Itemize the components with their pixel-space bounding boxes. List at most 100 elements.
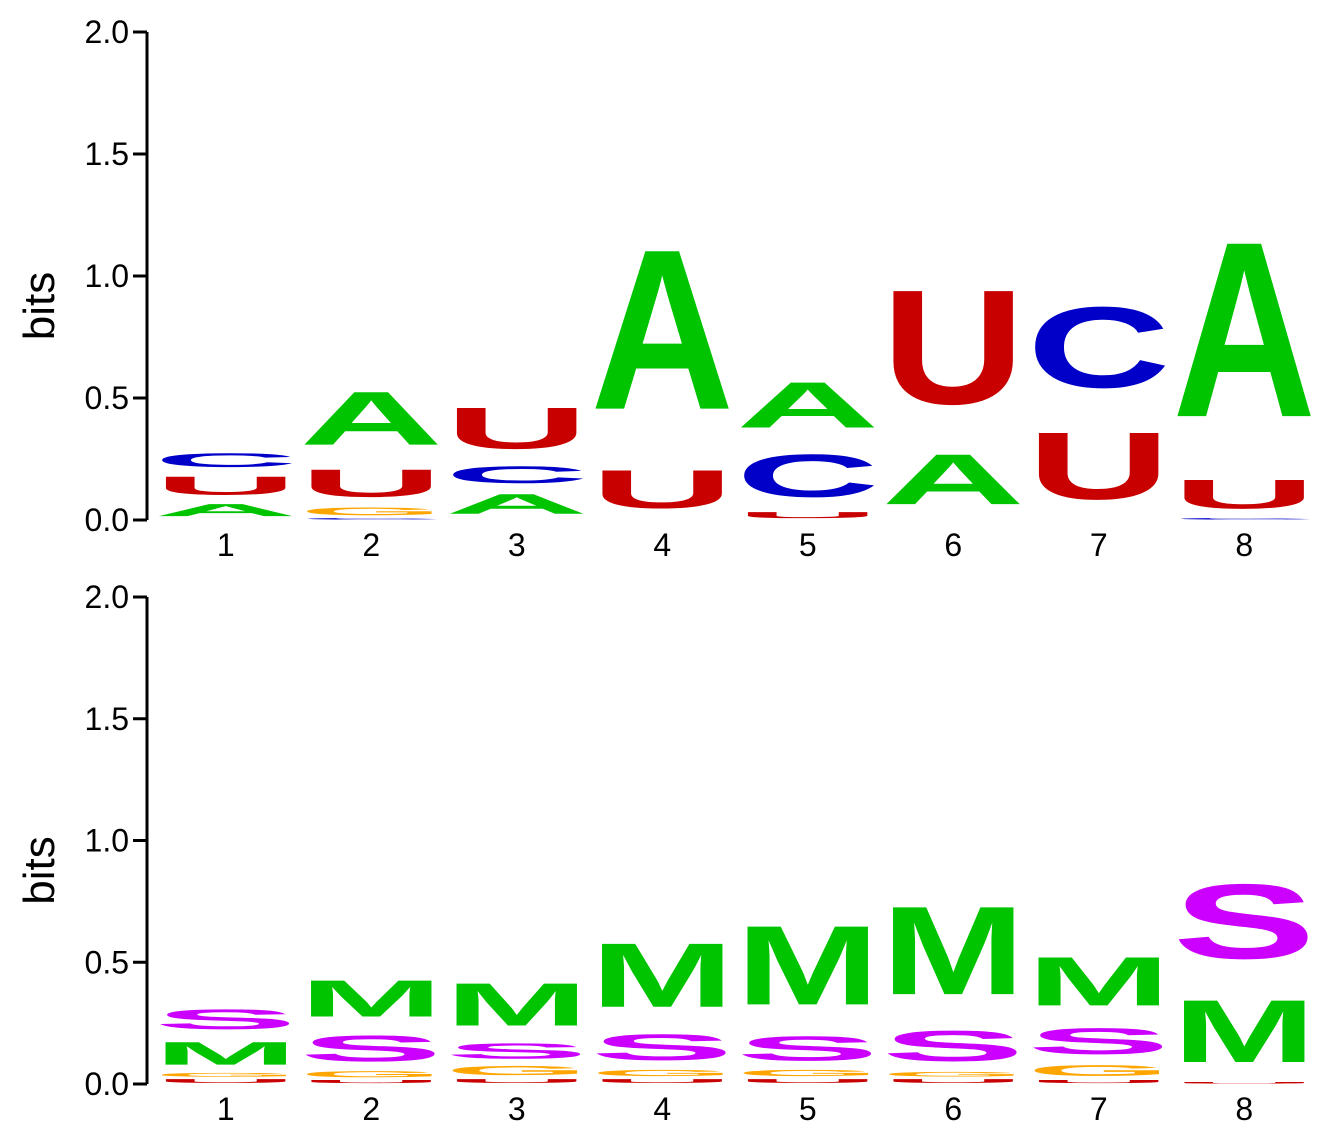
y-tick-label: 0.0 xyxy=(85,1066,129,1102)
x-tick-label: 7 xyxy=(1090,1091,1108,1127)
logo-letter-U: U xyxy=(1027,1079,1170,1084)
logo-letter-U: U xyxy=(154,1078,297,1084)
x-tick-label: 6 xyxy=(944,527,962,563)
logo-letter-U: U xyxy=(882,1078,1025,1084)
logo-letter-M: M xyxy=(591,925,734,1027)
logo-letter-U: U xyxy=(591,459,734,520)
logo-letter-G: G xyxy=(445,1063,588,1078)
logo-letter-A: A xyxy=(445,488,588,520)
x-tick-label: 3 xyxy=(508,1091,526,1127)
logo-letter-U: U xyxy=(1173,471,1316,517)
logo-column-5: UCA xyxy=(736,369,879,520)
logo-letter-A: A xyxy=(736,369,879,442)
x-tick-label: 3 xyxy=(508,527,526,563)
logo-letter-A: A xyxy=(591,203,735,458)
logo-letter-M: M xyxy=(882,880,1025,1021)
logo-letter-G: G xyxy=(300,1069,443,1079)
logo-letter-C: C xyxy=(300,518,443,520)
x-tick-label: 1 xyxy=(217,1091,235,1127)
logo-column-7: UC xyxy=(1027,283,1171,519)
logo-letter-G: G xyxy=(1027,1062,1170,1079)
x-tick-label: 2 xyxy=(362,527,380,563)
logo-letter-A: A xyxy=(1173,189,1316,469)
logo-letter-S: S xyxy=(591,1027,734,1068)
y-tick-label: 1.0 xyxy=(85,823,129,859)
x-tick-label: 6 xyxy=(944,1091,962,1127)
logo-letter-U: U xyxy=(736,1078,879,1084)
x-tick-label: 1 xyxy=(217,527,235,563)
logo-column-1: AUC xyxy=(154,449,297,520)
logo-letter-M: M xyxy=(300,969,443,1027)
logo-letter-U: U xyxy=(154,471,297,500)
y-tick-label: 0.5 xyxy=(85,944,129,980)
logo-letter-U: U xyxy=(1027,413,1170,520)
x-tick-label: 5 xyxy=(799,1091,817,1127)
logo-letter-A: A xyxy=(300,376,444,461)
logo-letter-M: M xyxy=(154,1035,297,1071)
logo-letter-G: G xyxy=(591,1068,734,1078)
y-tick-label: 2.0 xyxy=(85,14,129,50)
logo-letter-A: A xyxy=(882,439,1025,519)
logo-letter-U: U xyxy=(736,510,879,520)
logo-letter-S: S xyxy=(736,1029,879,1068)
y-tick-label: 1.5 xyxy=(85,136,129,172)
logo-letter-C: C xyxy=(1173,518,1316,520)
logo-letter-G: G xyxy=(154,1072,297,1078)
logo-letter-C: C xyxy=(736,442,879,510)
logo-letter-U: U xyxy=(591,1078,734,1084)
logo-letter-U: U xyxy=(300,1079,443,1084)
y-axis-label: bits xyxy=(15,836,64,904)
logo-letter-C: C xyxy=(154,449,297,471)
logo-letter-M: M xyxy=(736,902,879,1028)
logo-letter-S: S xyxy=(882,1022,1025,1070)
logo-letter-M: M xyxy=(1027,942,1170,1020)
logo-letter-U: U xyxy=(882,255,1025,438)
logo-letter-M: M xyxy=(445,971,588,1039)
logo-column-4: UA xyxy=(591,203,735,520)
logo-letter-S: S xyxy=(445,1039,588,1063)
y-tick-label: 2.0 xyxy=(85,579,129,615)
logo-letter-G: G xyxy=(736,1068,879,1078)
logo-letter-G: G xyxy=(300,505,443,517)
x-tick-label: 4 xyxy=(653,527,671,563)
x-tick-label: 7 xyxy=(1090,527,1108,563)
x-tick-label: 5 xyxy=(799,527,817,563)
logo-letter-C: C xyxy=(445,461,588,488)
logo-column-3: ACU xyxy=(445,396,588,520)
x-tick-label: 4 xyxy=(653,1091,671,1127)
logo-column-6: AU xyxy=(882,255,1025,519)
logo-letter-A: A xyxy=(154,500,297,520)
logo-letter-U: U xyxy=(445,396,588,462)
x-tick-label: 2 xyxy=(362,1091,380,1127)
x-tick-label: 8 xyxy=(1235,1091,1253,1127)
y-tick-label: 1.0 xyxy=(85,258,129,294)
logo-column-8: UMS xyxy=(1173,862,1317,1084)
logo-letter-S: S xyxy=(1027,1020,1170,1061)
y-tick-label: 1.5 xyxy=(85,701,129,737)
logo-letter-U: U xyxy=(445,1078,588,1084)
logo-letter-U: U xyxy=(1173,1082,1316,1084)
logo-letter-M: M xyxy=(1173,982,1316,1081)
y-tick-label: 0.0 xyxy=(85,502,129,538)
logo-letter-C: C xyxy=(1027,283,1171,412)
logo-letter-S: S xyxy=(1173,862,1317,981)
logo-column-8: CUA xyxy=(1173,189,1316,520)
logo-letter-G: G xyxy=(882,1071,1025,1078)
logo-letter-S: S xyxy=(300,1028,443,1069)
y-tick-label: 0.5 xyxy=(85,380,129,416)
logo-letter-S: S xyxy=(154,1003,297,1035)
x-tick-label: 8 xyxy=(1235,527,1253,563)
y-axis-label: bits xyxy=(15,272,64,340)
logo-letter-U: U xyxy=(300,461,443,505)
